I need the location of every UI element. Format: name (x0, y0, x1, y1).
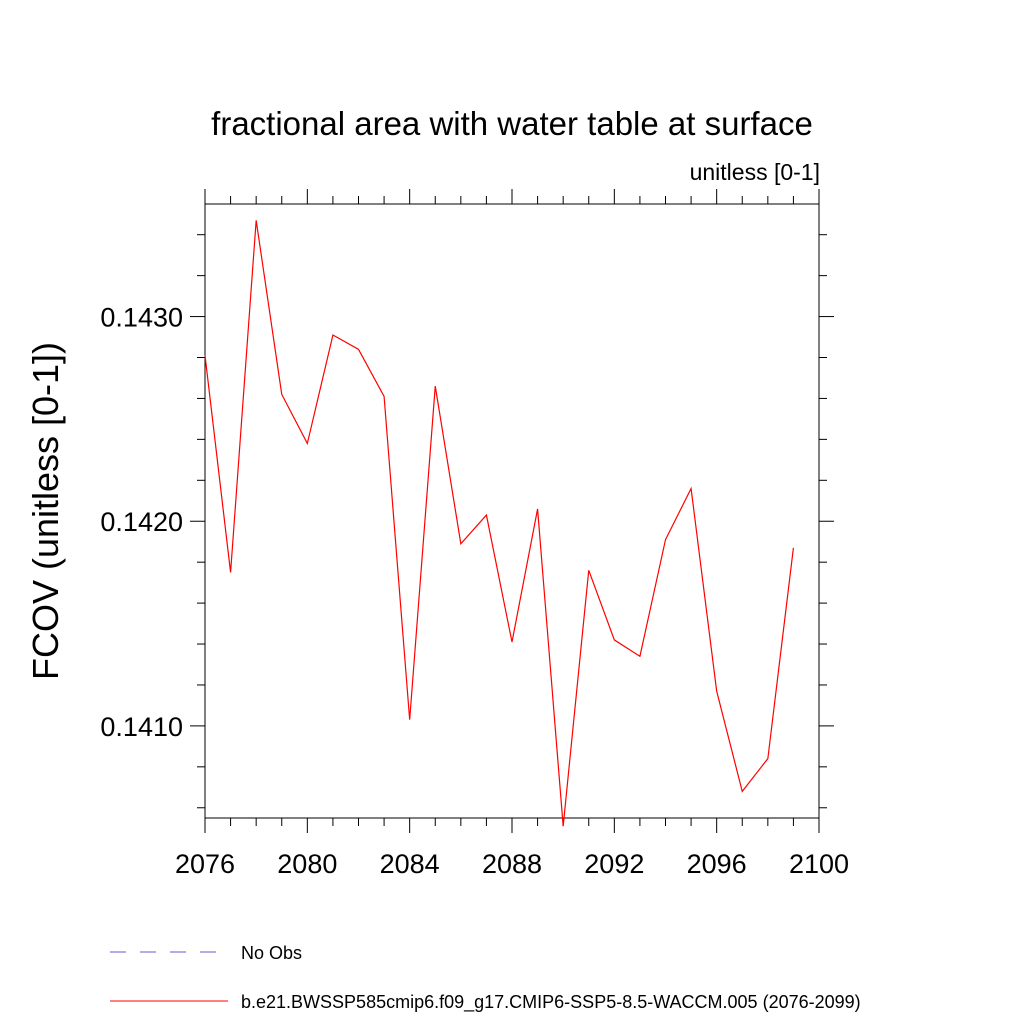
legend-label: b.e21.BWSSP585cmip6.f09_g17.CMIP6-SSP5-8… (241, 992, 861, 1013)
y-tick-label: 0.1420 (100, 507, 183, 537)
y-tick-label: 0.1410 (100, 712, 183, 742)
axis-tick-labels: 2076 2080 2084 2088 2092 2096 2100 0.1410 0.1420… (100, 303, 849, 879)
x-tick-label: 2092 (584, 849, 644, 879)
legend-label: No Obs (241, 943, 302, 963)
legend: No Obs b.e21.BWSSP585cmip6.f09_g17.CMIP6-… (110, 943, 861, 1013)
plot-frame (204, 203, 820, 819)
series-line (204, 220, 795, 827)
y-axis-label: FCOV (unitless [0-1]) (25, 342, 66, 680)
x-tick-label: 2084 (380, 849, 440, 879)
chart-subtitle: unitless [0-1] (690, 159, 820, 185)
y-tick-label: 0.1430 (100, 303, 183, 333)
x-tick-label: 2076 (175, 849, 235, 879)
x-tick-label: 2100 (789, 849, 849, 879)
x-tick-label: 2088 (482, 849, 542, 879)
chart-title: fractional area with water table at surf… (211, 105, 813, 142)
axis-ticks (190, 189, 834, 833)
series-layer (204, 220, 795, 827)
x-tick-label: 2080 (277, 849, 337, 879)
x-tick-label: 2096 (687, 849, 747, 879)
